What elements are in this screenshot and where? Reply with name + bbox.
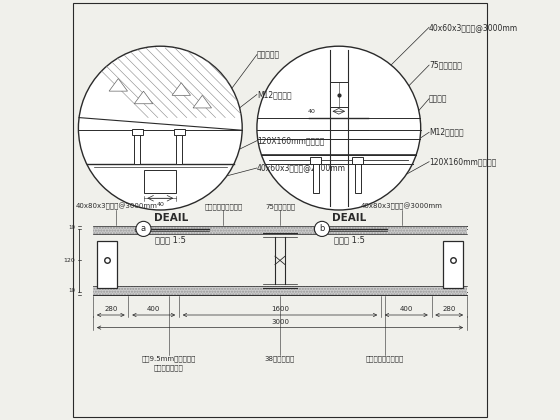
Text: 75型隔墙龙骨: 75型隔墙龙骨: [429, 60, 462, 70]
Text: 40: 40: [307, 109, 315, 114]
Text: 280: 280: [104, 306, 118, 312]
Bar: [444, 241, 463, 288]
Text: M12膨胀螺栓: M12膨胀螺栓: [257, 90, 292, 99]
Bar: [93, 226, 467, 235]
Text: 40x80x3方钢管@3000mm: 40x80x3方钢管@3000mm: [75, 202, 157, 210]
Text: 大样图 1:5: 大样图 1:5: [334, 235, 365, 244]
Polygon shape: [109, 79, 128, 91]
Bar: [310, 157, 321, 164]
Bar: [312, 162, 319, 193]
Text: M12膨胀螺栓: M12膨胀螺栓: [429, 128, 464, 137]
Bar: [355, 162, 361, 193]
Bar: [174, 129, 185, 135]
Bar: [144, 170, 176, 193]
Text: 38孔岩穿龙骨: 38孔岩穿龙骨: [265, 355, 295, 362]
Text: 75型轻钢龙骨: 75型轻钢龙骨: [265, 203, 295, 210]
Text: 120: 120: [63, 258, 75, 263]
Text: 层间内填充吸音岩棉: 层间内填充吸音岩棉: [204, 203, 242, 210]
Bar: [176, 132, 182, 164]
Text: 400: 400: [147, 306, 160, 312]
Text: 层间内填充吸音岩棉: 层间内填充吸音岩棉: [366, 355, 404, 362]
Text: a: a: [141, 224, 146, 234]
Bar: [132, 129, 143, 135]
Circle shape: [78, 46, 242, 210]
Text: 10: 10: [68, 225, 75, 230]
Bar: [97, 241, 116, 288]
Circle shape: [257, 46, 421, 210]
Text: 40x60x3方钢管@3000mm: 40x60x3方钢管@3000mm: [429, 23, 518, 32]
Text: 400: 400: [400, 306, 413, 312]
Text: 白色乳胶漆饰面: 白色乳胶漆饰面: [154, 364, 184, 371]
Circle shape: [136, 221, 151, 236]
Bar: [134, 132, 140, 164]
Bar: [352, 157, 363, 164]
Text: 10: 10: [68, 288, 75, 293]
Text: 40x80x3方钢管@3000mm: 40x80x3方钢管@3000mm: [361, 202, 443, 210]
Text: 120X160mm保护钢板: 120X160mm保护钢板: [429, 157, 497, 166]
Text: 40x60x3方钢管@2000mm: 40x60x3方钢管@2000mm: [257, 163, 346, 173]
Polygon shape: [134, 91, 153, 104]
Bar: [93, 286, 467, 295]
Text: 3000: 3000: [271, 319, 289, 325]
Polygon shape: [193, 95, 212, 108]
Text: 沿地龙骨: 沿地龙骨: [429, 94, 447, 103]
Text: 建筑楼板厂: 建筑楼板厂: [257, 50, 280, 59]
Text: 40: 40: [156, 202, 164, 207]
Text: 大样图 1:5: 大样图 1:5: [155, 235, 186, 244]
Circle shape: [315, 221, 329, 236]
Text: DEAIL: DEAIL: [332, 213, 366, 223]
Text: b: b: [319, 224, 325, 234]
Bar: [329, 82, 348, 107]
Text: 120X160mm保护钢板: 120X160mm保护钢板: [257, 136, 324, 145]
Text: 双层9.5mm纸面石膏板: 双层9.5mm纸面石膏板: [142, 355, 196, 362]
Text: 280: 280: [442, 306, 456, 312]
Text: DEAIL: DEAIL: [153, 213, 188, 223]
Polygon shape: [172, 83, 190, 95]
Text: 1600: 1600: [271, 306, 289, 312]
